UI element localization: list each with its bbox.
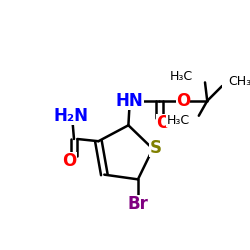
Text: O: O bbox=[176, 92, 190, 110]
Text: H₃C: H₃C bbox=[170, 70, 193, 83]
Text: O: O bbox=[62, 152, 77, 170]
Text: O: O bbox=[156, 114, 170, 132]
Text: Br: Br bbox=[128, 195, 148, 213]
Text: HN: HN bbox=[116, 92, 143, 110]
Text: S: S bbox=[150, 139, 162, 157]
Text: CH₃: CH₃ bbox=[228, 75, 250, 88]
Text: H₃C: H₃C bbox=[166, 114, 190, 127]
Text: H₂N: H₂N bbox=[54, 107, 89, 125]
